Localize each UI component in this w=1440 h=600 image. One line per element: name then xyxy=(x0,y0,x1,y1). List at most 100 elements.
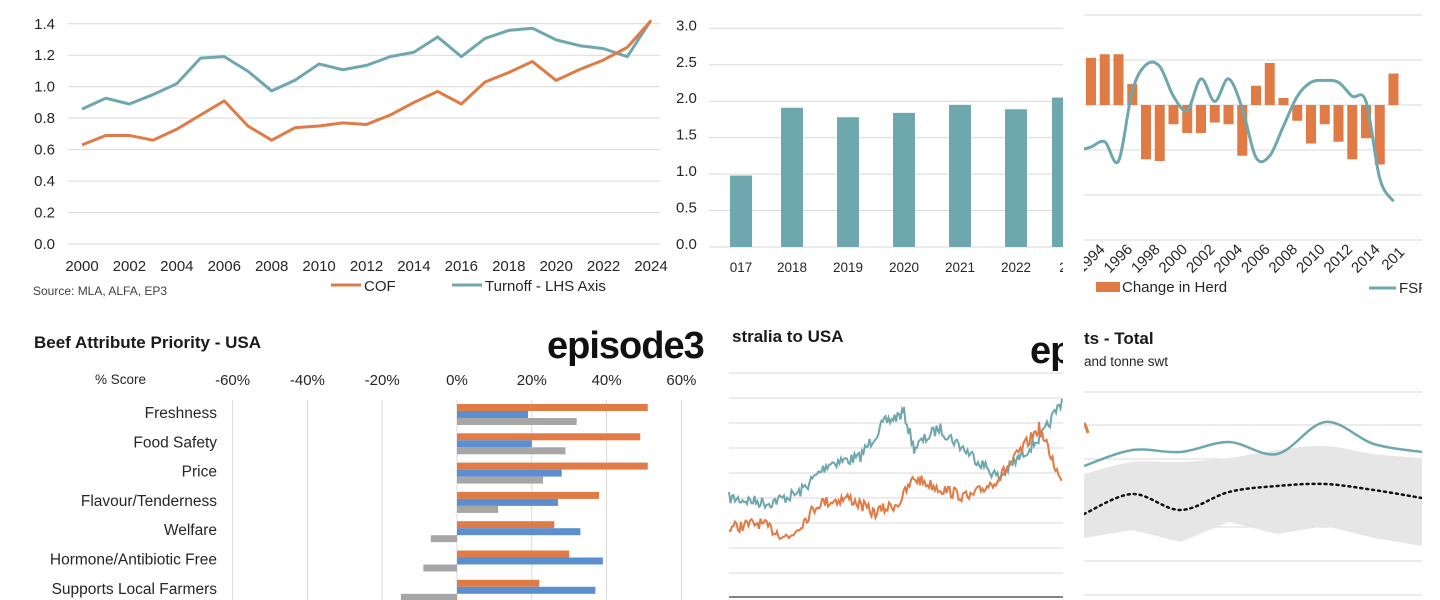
attribute-bar xyxy=(457,505,499,513)
x-axis-tick: 2020 xyxy=(539,258,572,275)
attribute-bar xyxy=(423,564,457,572)
left-axis-tick: 0.2 xyxy=(34,205,55,222)
bar xyxy=(893,112,915,247)
x-axis-tick: 2010 xyxy=(302,258,335,275)
p1-x-ticks: 2000 2002 2004 2006 2008 2010 2012 2014 2016 2018… xyxy=(65,258,667,275)
x-axis-tick: 2004 xyxy=(160,258,193,275)
annual-bar-chart: 017 2018 2019 2020 2021 2022 2 xyxy=(709,0,1063,300)
herd-bar xyxy=(1168,105,1179,125)
x-axis-tick: 017 xyxy=(730,260,753,275)
axis-label: % Score xyxy=(95,372,146,387)
p1-lines xyxy=(81,19,653,147)
attribute-bar xyxy=(457,440,532,448)
category-label: Flavour/Tenderness xyxy=(81,493,217,510)
x-axis-tick: 2010 xyxy=(1293,241,1329,277)
x-axis-tick: 2000 xyxy=(1156,241,1192,277)
attribute-bar xyxy=(457,469,562,477)
x-axis-tick: 2012 xyxy=(1321,241,1357,277)
legend-herd-label: Change in Herd xyxy=(1122,279,1227,296)
current-year-line xyxy=(1084,420,1422,468)
x-axis-tick: 2022 xyxy=(587,258,620,275)
herd-fsr-chart: Change in Herd FSR 199419961998200020022… xyxy=(1084,0,1422,300)
x-axis-tick: 2014 xyxy=(397,258,430,275)
herd-bar xyxy=(1306,105,1316,144)
exports-total-chart: ts - Total and tonne swt xyxy=(1084,318,1422,600)
left-axis-tick: 1.4 xyxy=(34,16,55,33)
attribute-bar xyxy=(457,404,648,411)
herd-bar xyxy=(1278,98,1289,105)
attribute-bar xyxy=(430,535,457,543)
bar xyxy=(949,104,971,247)
attribute-bar xyxy=(457,462,648,470)
australia-usa-svg: stralia to USA ep xyxy=(728,327,1063,598)
attribute-bar xyxy=(457,550,570,558)
p1-grid xyxy=(68,23,660,245)
attribute-bar xyxy=(457,433,641,441)
annual-bar-svg: 017 2018 2019 2020 2021 2022 2 xyxy=(709,27,1063,275)
brand-logo: episode3 xyxy=(547,325,704,367)
herd-bar xyxy=(1154,105,1165,161)
herd-bar xyxy=(1237,105,1248,156)
range-band xyxy=(1084,445,1422,546)
right-axis-tick: 1.0 xyxy=(676,163,697,180)
right-axis-tick: 3.0 xyxy=(676,17,697,34)
average-line xyxy=(1084,482,1422,516)
x-axis-tick: 2019 xyxy=(833,260,863,275)
legend-herd-swatch xyxy=(1096,282,1120,292)
x-axis-tick: -20% xyxy=(365,372,400,389)
x-axis-tick: 2024 xyxy=(634,258,667,275)
left-axis-tick: 1.2 xyxy=(34,47,55,64)
x-axis-tick: 2016 xyxy=(445,258,478,275)
x-axis-tick: 2012 xyxy=(350,258,383,275)
right-axis-tick: 1.5 xyxy=(676,127,697,144)
cof-turnoff-chart: 0.0 0.2 0.4 0.6 0.8 1.0 1.2 1.4 0.0 0.5 1.0 1.5 2.0… xyxy=(0,0,705,300)
source-note: Source: MLA, ALFA, EP3 xyxy=(33,284,167,298)
attribute-bar xyxy=(457,476,544,484)
category-label: Supports Local Farmers xyxy=(52,581,218,598)
attribute-bar xyxy=(457,447,566,455)
herd-bar xyxy=(1223,105,1234,125)
bar xyxy=(1052,97,1063,248)
x-axis-tick: -40% xyxy=(290,372,325,389)
x-axis-tick: 2008 xyxy=(255,258,288,275)
beef-attribute-svg: Beef Attribute Priority - USA episode3 %… xyxy=(34,325,705,600)
x-axis-tick: 2002 xyxy=(113,258,146,275)
x-axis-tick: 2020 xyxy=(889,260,919,275)
attribute-bar xyxy=(457,498,558,506)
legend-cof-label: COF xyxy=(364,278,396,295)
category-label: Price xyxy=(182,464,217,481)
x-axis-tick: -60% xyxy=(215,372,250,389)
australia-usa-chart: stralia to USA ep xyxy=(709,318,1063,600)
attribute-bar xyxy=(457,557,603,565)
right-axis-tick: 0.5 xyxy=(676,200,697,217)
series-line xyxy=(728,422,1063,541)
herd-bar xyxy=(1099,54,1110,105)
herd-bar xyxy=(1374,105,1385,165)
herd-bar xyxy=(1196,105,1206,133)
attribute-bar xyxy=(400,593,457,600)
attribute-bar xyxy=(457,418,577,425)
category-label: Freshness xyxy=(145,405,218,422)
herd-bar xyxy=(1264,63,1275,105)
chart-subtitle: and tonne swt xyxy=(1084,354,1168,369)
chart-title: Beef Attribute Priority - USA xyxy=(34,333,261,352)
herd-bar xyxy=(1251,85,1261,105)
x-axis-tick: 2006 xyxy=(208,258,241,275)
x-axis-tick: 0% xyxy=(446,372,468,389)
herd-bar xyxy=(1388,73,1399,105)
x-axis-tick: 2022 xyxy=(1001,260,1031,275)
cof-line xyxy=(81,19,653,147)
p1-left-ticks: 0.0 0.2 0.4 0.6 0.8 1.0 1.2 1.4 xyxy=(34,16,55,253)
x-axis-tick: 2014 xyxy=(1348,241,1384,277)
x-axis-tick: 2021 xyxy=(945,260,975,275)
x-axis-tick: 20% xyxy=(517,372,547,389)
right-axis-tick: 2.0 xyxy=(676,90,697,107)
fsr-line xyxy=(1084,60,1395,203)
category-label: Hormone/Antibiotic Free xyxy=(50,552,217,569)
x-axis-tick: 40% xyxy=(592,372,622,389)
beef-attribute-chart: Beef Attribute Priority - USA episode3 %… xyxy=(0,318,705,600)
legend-turnoff-label: Turnoff - LHS Axis xyxy=(485,278,606,295)
x-axis-tick: 2000 xyxy=(65,258,98,275)
herd-fsr-svg: Change in Herd FSR 199419961998200020022… xyxy=(1084,14,1422,297)
category-label: Food Safety xyxy=(133,434,217,451)
